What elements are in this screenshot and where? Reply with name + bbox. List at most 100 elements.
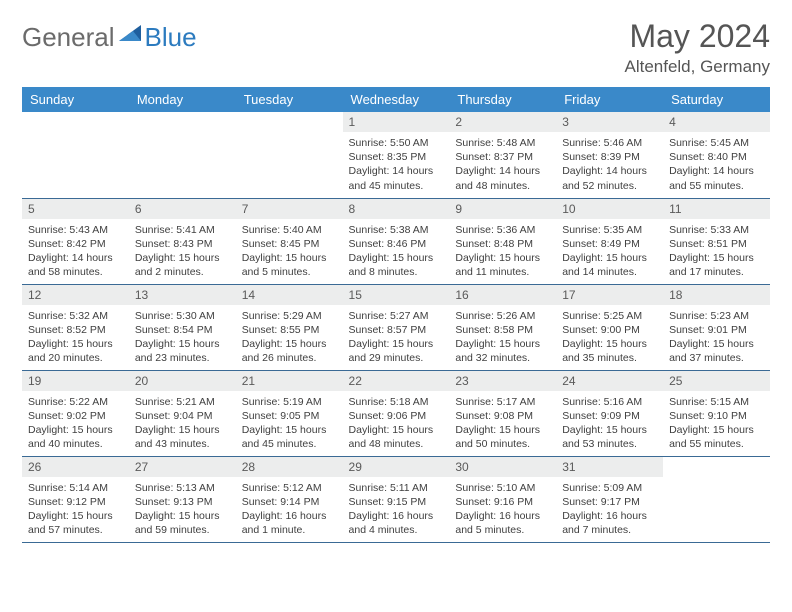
day-number: 13: [129, 285, 236, 305]
day-number: 8: [343, 199, 450, 219]
day-number: 2: [449, 112, 556, 132]
calendar-cell: 14Sunrise: 5:29 AMSunset: 8:55 PMDayligh…: [236, 284, 343, 370]
day-content: Sunrise: 5:12 AMSunset: 9:14 PMDaylight:…: [236, 477, 343, 542]
day-number: 5: [22, 199, 129, 219]
day-number: 3: [556, 112, 663, 132]
calendar-cell: 20Sunrise: 5:21 AMSunset: 9:04 PMDayligh…: [129, 370, 236, 456]
day-number: 28: [236, 457, 343, 477]
weekday-header: Monday: [129, 87, 236, 112]
day-content: Sunrise: 5:23 AMSunset: 9:01 PMDaylight:…: [663, 305, 770, 370]
calendar-cell: 12Sunrise: 5:32 AMSunset: 8:52 PMDayligh…: [22, 284, 129, 370]
day-number: 4: [663, 112, 770, 132]
calendar-cell: 11Sunrise: 5:33 AMSunset: 8:51 PMDayligh…: [663, 198, 770, 284]
weekday-header: Friday: [556, 87, 663, 112]
calendar-cell: 8Sunrise: 5:38 AMSunset: 8:46 PMDaylight…: [343, 198, 450, 284]
title-block: May 2024 Altenfeld, Germany: [624, 18, 770, 77]
day-content: Sunrise: 5:17 AMSunset: 9:08 PMDaylight:…: [449, 391, 556, 456]
day-content: Sunrise: 5:18 AMSunset: 9:06 PMDaylight:…: [343, 391, 450, 456]
day-content: Sunrise: 5:14 AMSunset: 9:12 PMDaylight:…: [22, 477, 129, 542]
calendar-table: Sunday Monday Tuesday Wednesday Thursday…: [22, 87, 770, 543]
day-content: Sunrise: 5:36 AMSunset: 8:48 PMDaylight:…: [449, 219, 556, 284]
weekday-header: Thursday: [449, 87, 556, 112]
day-number: 6: [129, 199, 236, 219]
calendar-cell: 19Sunrise: 5:22 AMSunset: 9:02 PMDayligh…: [22, 370, 129, 456]
day-number: 30: [449, 457, 556, 477]
calendar-cell: 29Sunrise: 5:11 AMSunset: 9:15 PMDayligh…: [343, 456, 450, 542]
calendar-cell: 27Sunrise: 5:13 AMSunset: 9:13 PMDayligh…: [129, 456, 236, 542]
weekday-header: Tuesday: [236, 87, 343, 112]
calendar-cell: 26Sunrise: 5:14 AMSunset: 9:12 PMDayligh…: [22, 456, 129, 542]
calendar-cell: [236, 112, 343, 198]
calendar-cell: 21Sunrise: 5:19 AMSunset: 9:05 PMDayligh…: [236, 370, 343, 456]
day-number: 9: [449, 199, 556, 219]
calendar-cell: [129, 112, 236, 198]
day-number: 14: [236, 285, 343, 305]
day-number: 31: [556, 457, 663, 477]
calendar-cell: 9Sunrise: 5:36 AMSunset: 8:48 PMDaylight…: [449, 198, 556, 284]
day-content: Sunrise: 5:46 AMSunset: 8:39 PMDaylight:…: [556, 132, 663, 197]
month-title: May 2024: [624, 18, 770, 55]
brand-text-1: General: [22, 22, 115, 53]
day-content: Sunrise: 5:22 AMSunset: 9:02 PMDaylight:…: [22, 391, 129, 456]
day-number: 25: [663, 371, 770, 391]
calendar-cell: 15Sunrise: 5:27 AMSunset: 8:57 PMDayligh…: [343, 284, 450, 370]
day-content: Sunrise: 5:13 AMSunset: 9:13 PMDaylight:…: [129, 477, 236, 542]
calendar-cell: 5Sunrise: 5:43 AMSunset: 8:42 PMDaylight…: [22, 198, 129, 284]
day-content: Sunrise: 5:29 AMSunset: 8:55 PMDaylight:…: [236, 305, 343, 370]
calendar-cell: 6Sunrise: 5:41 AMSunset: 8:43 PMDaylight…: [129, 198, 236, 284]
calendar-row: 1Sunrise: 5:50 AMSunset: 8:35 PMDaylight…: [22, 112, 770, 198]
brand-logo: General Blue: [22, 18, 197, 53]
calendar-cell: 1Sunrise: 5:50 AMSunset: 8:35 PMDaylight…: [343, 112, 450, 198]
calendar-cell: 23Sunrise: 5:17 AMSunset: 9:08 PMDayligh…: [449, 370, 556, 456]
calendar-cell: 25Sunrise: 5:15 AMSunset: 9:10 PMDayligh…: [663, 370, 770, 456]
day-number: 11: [663, 199, 770, 219]
calendar-body: 1Sunrise: 5:50 AMSunset: 8:35 PMDaylight…: [22, 112, 770, 542]
day-number: 22: [343, 371, 450, 391]
day-content: Sunrise: 5:40 AMSunset: 8:45 PMDaylight:…: [236, 219, 343, 284]
calendar-row: 12Sunrise: 5:32 AMSunset: 8:52 PMDayligh…: [22, 284, 770, 370]
day-number: 1: [343, 112, 450, 132]
day-content: Sunrise: 5:35 AMSunset: 8:49 PMDaylight:…: [556, 219, 663, 284]
calendar-cell: 31Sunrise: 5:09 AMSunset: 9:17 PMDayligh…: [556, 456, 663, 542]
day-content: Sunrise: 5:15 AMSunset: 9:10 PMDaylight:…: [663, 391, 770, 456]
calendar-row: 5Sunrise: 5:43 AMSunset: 8:42 PMDaylight…: [22, 198, 770, 284]
calendar-cell: 17Sunrise: 5:25 AMSunset: 9:00 PMDayligh…: [556, 284, 663, 370]
day-content: Sunrise: 5:27 AMSunset: 8:57 PMDaylight:…: [343, 305, 450, 370]
calendar-cell: 18Sunrise: 5:23 AMSunset: 9:01 PMDayligh…: [663, 284, 770, 370]
day-number: 7: [236, 199, 343, 219]
calendar-cell: 16Sunrise: 5:26 AMSunset: 8:58 PMDayligh…: [449, 284, 556, 370]
day-content: Sunrise: 5:38 AMSunset: 8:46 PMDaylight:…: [343, 219, 450, 284]
calendar-cell: 24Sunrise: 5:16 AMSunset: 9:09 PMDayligh…: [556, 370, 663, 456]
day-number: 15: [343, 285, 450, 305]
calendar-cell: 10Sunrise: 5:35 AMSunset: 8:49 PMDayligh…: [556, 198, 663, 284]
day-number: 18: [663, 285, 770, 305]
brand-triangle-icon: [119, 23, 143, 48]
calendar-cell: 22Sunrise: 5:18 AMSunset: 9:06 PMDayligh…: [343, 370, 450, 456]
day-content: Sunrise: 5:26 AMSunset: 8:58 PMDaylight:…: [449, 305, 556, 370]
day-number: 26: [22, 457, 129, 477]
calendar-cell: 4Sunrise: 5:45 AMSunset: 8:40 PMDaylight…: [663, 112, 770, 198]
weekday-header-row: Sunday Monday Tuesday Wednesday Thursday…: [22, 87, 770, 112]
calendar-cell: 7Sunrise: 5:40 AMSunset: 8:45 PMDaylight…: [236, 198, 343, 284]
day-number: 24: [556, 371, 663, 391]
day-content: Sunrise: 5:50 AMSunset: 8:35 PMDaylight:…: [343, 132, 450, 197]
day-content: Sunrise: 5:32 AMSunset: 8:52 PMDaylight:…: [22, 305, 129, 370]
calendar-row: 19Sunrise: 5:22 AMSunset: 9:02 PMDayligh…: [22, 370, 770, 456]
day-number: 12: [22, 285, 129, 305]
day-number: 27: [129, 457, 236, 477]
calendar-cell: [22, 112, 129, 198]
day-content: Sunrise: 5:45 AMSunset: 8:40 PMDaylight:…: [663, 132, 770, 197]
calendar-cell: [663, 456, 770, 542]
calendar-row: 26Sunrise: 5:14 AMSunset: 9:12 PMDayligh…: [22, 456, 770, 542]
day-number: 29: [343, 457, 450, 477]
weekday-header: Sunday: [22, 87, 129, 112]
weekday-header: Saturday: [663, 87, 770, 112]
day-content: Sunrise: 5:11 AMSunset: 9:15 PMDaylight:…: [343, 477, 450, 542]
header: General Blue May 2024 Altenfeld, Germany: [22, 18, 770, 77]
day-number: 19: [22, 371, 129, 391]
location-label: Altenfeld, Germany: [624, 57, 770, 77]
day-content: Sunrise: 5:21 AMSunset: 9:04 PMDaylight:…: [129, 391, 236, 456]
calendar-cell: 28Sunrise: 5:12 AMSunset: 9:14 PMDayligh…: [236, 456, 343, 542]
day-content: Sunrise: 5:48 AMSunset: 8:37 PMDaylight:…: [449, 132, 556, 197]
calendar-cell: 13Sunrise: 5:30 AMSunset: 8:54 PMDayligh…: [129, 284, 236, 370]
